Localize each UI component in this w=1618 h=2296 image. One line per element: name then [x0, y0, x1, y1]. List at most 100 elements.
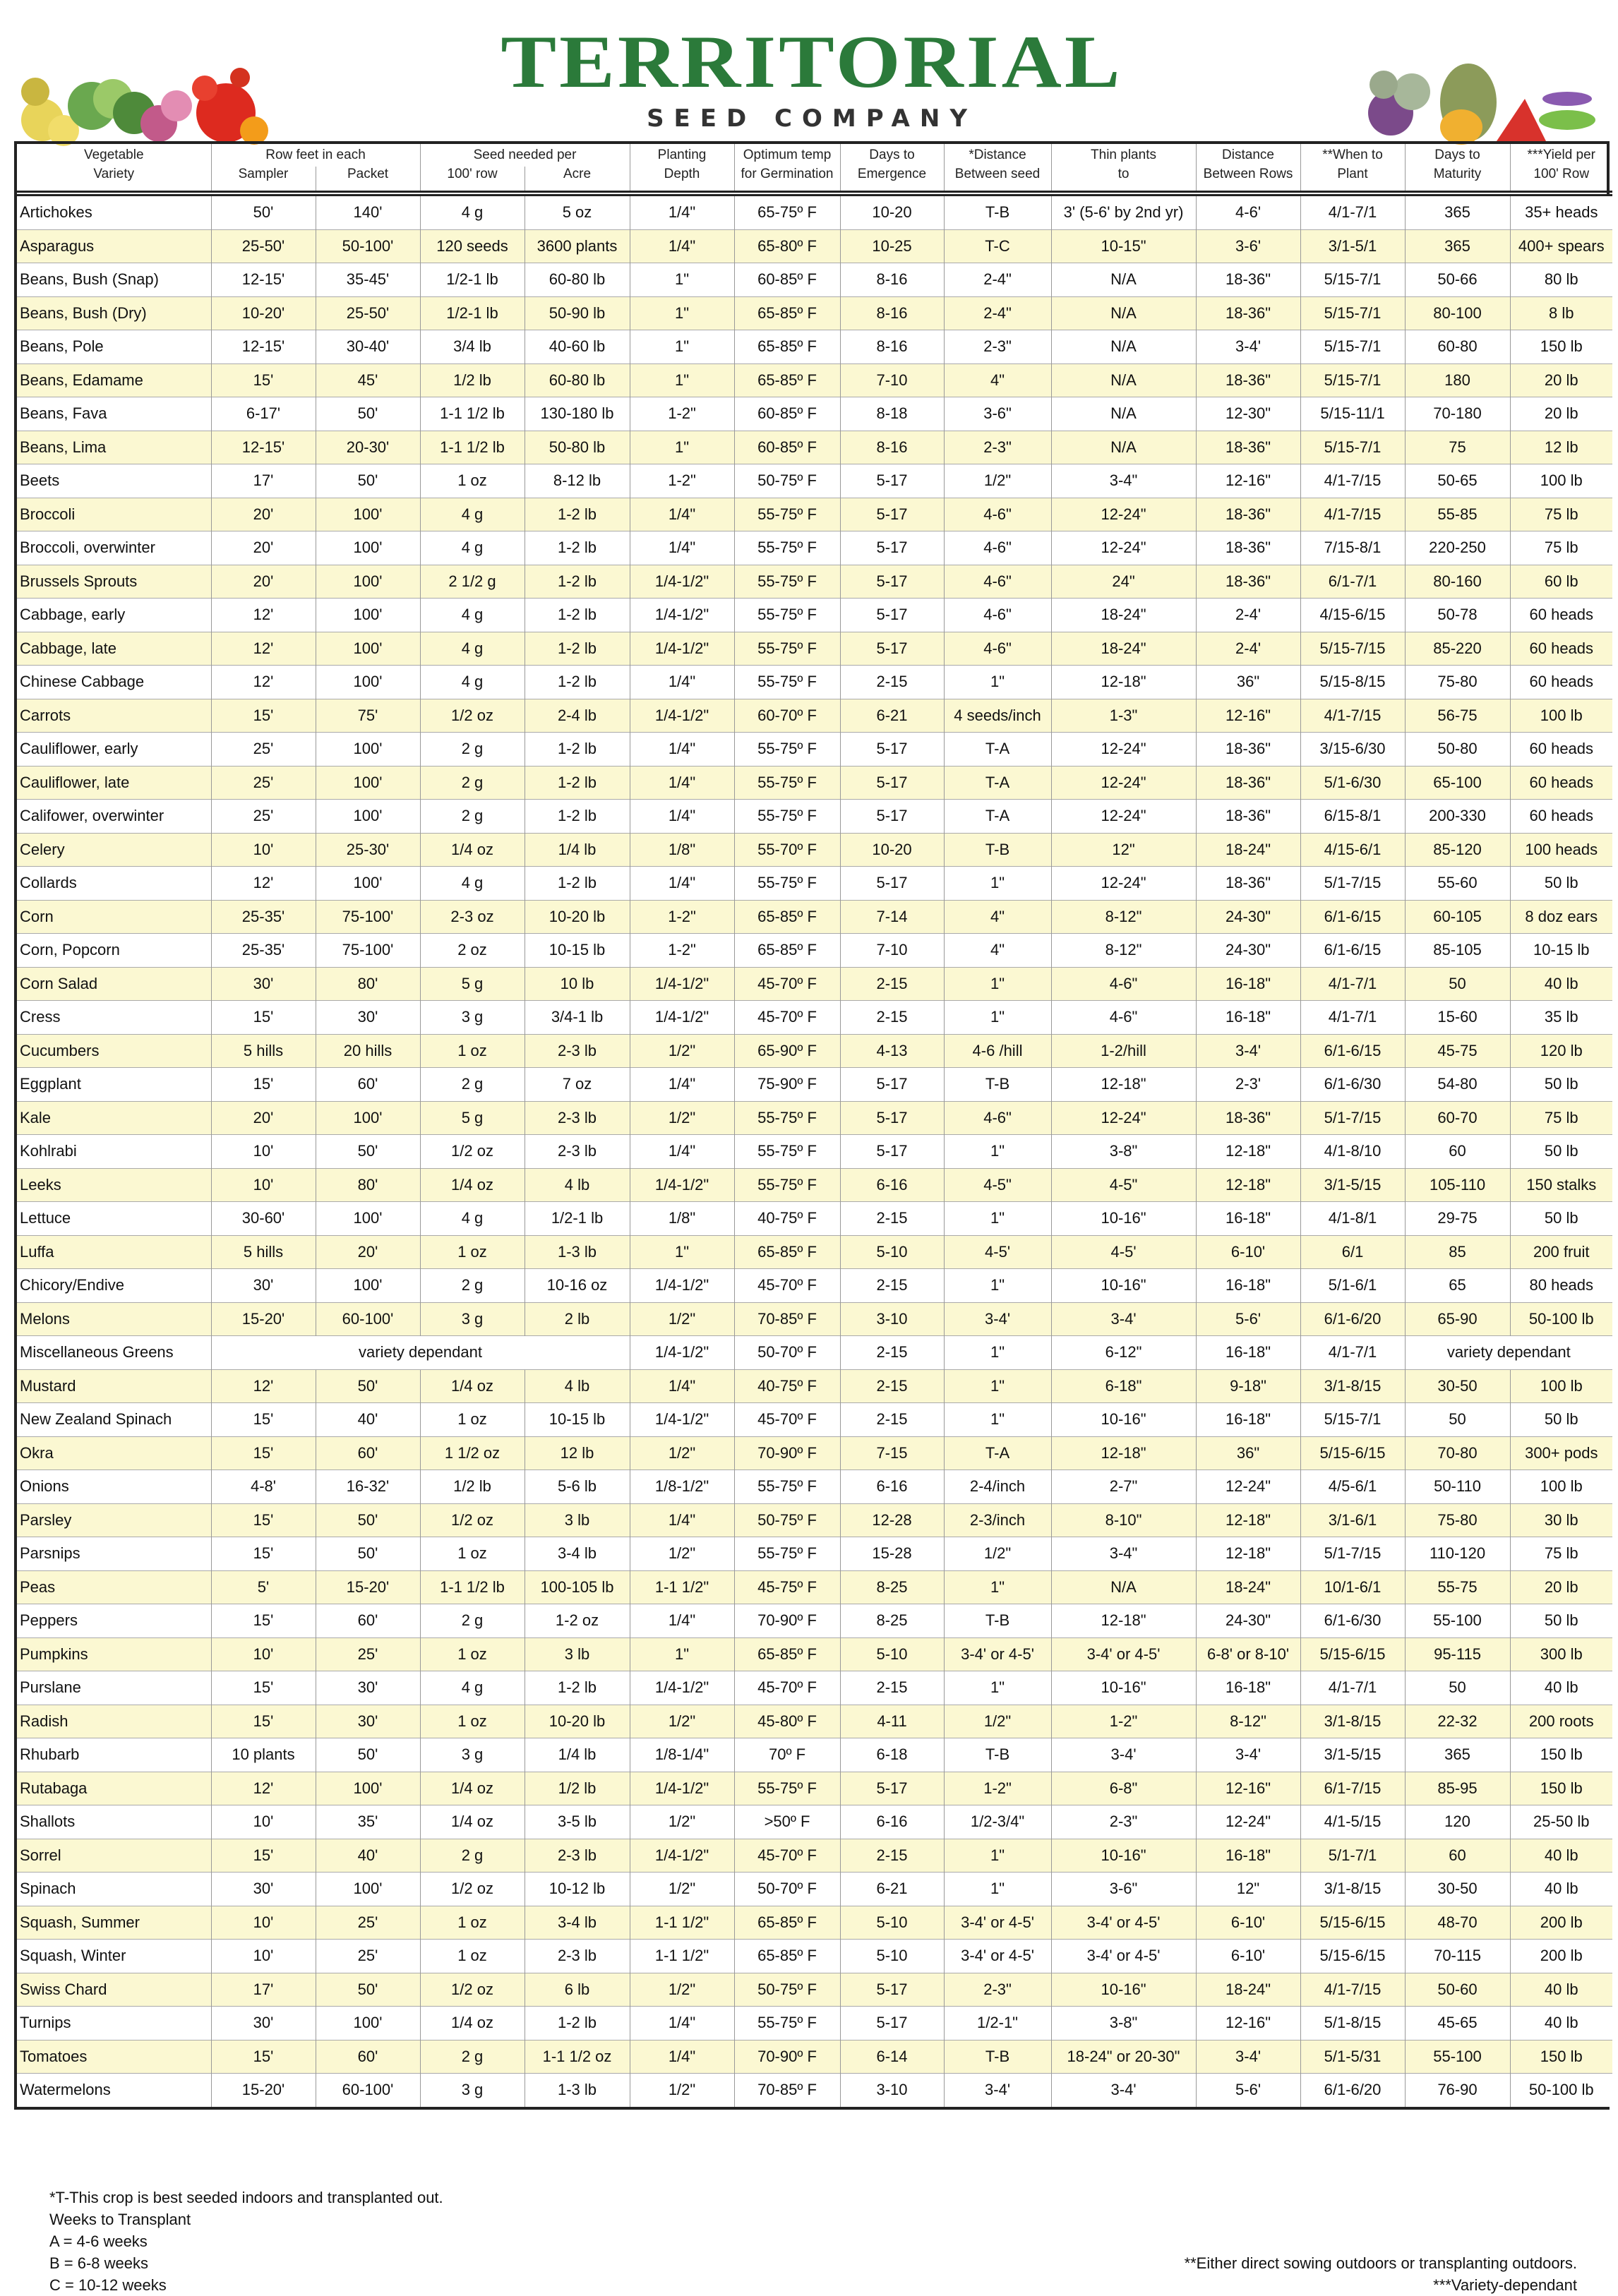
table-cell: 1/2 lb: [419, 1469, 525, 1503]
vegetable-name: Squash, Summer: [17, 1905, 211, 1940]
table-cell: 30': [210, 1872, 316, 1906]
vegetable-name: Chinese Cabbage: [17, 665, 211, 699]
table-cell: 50-75º F: [733, 464, 841, 498]
vegetable-name: Kohlrabi: [17, 1134, 211, 1168]
vegetable-name: Kale: [17, 1100, 211, 1135]
table-cell: 12-15': [210, 330, 316, 363]
table-cell: 2 1/2 g: [419, 564, 525, 599]
table-row: Shallots 10' 35' 1/4 oz 3-5 lb 1/2" >50º F 6-16…: [17, 1805, 1613, 1839]
table-cell: 30': [210, 966, 316, 1001]
table-cell: 4 lb: [524, 1167, 630, 1202]
table-cell: 6 lb: [524, 1972, 630, 2007]
table-cell: 2-3": [1050, 1805, 1197, 1839]
table-cell: 60-100': [315, 2073, 420, 2107]
table-row: Peas 5' 15-20' 1-1 1/2 lb 100-105 lb 1-1 1/2"…: [17, 1570, 1613, 1604]
vegetable-name: Miscellaneous Greens: [17, 1335, 211, 1369]
table-cell: 130-180 lb: [524, 397, 630, 431]
table-cell: 2-4/inch: [943, 1469, 1052, 1503]
table-cell: 16-18": [1195, 1671, 1301, 1705]
vegetable-name: Pumpkins: [17, 1637, 211, 1671]
table-cell: 18-24" or 20-30": [1050, 2039, 1197, 2074]
footnote-line: Weeks to Transplant: [49, 2211, 191, 2228]
table-cell: T-B: [943, 1738, 1052, 1772]
table-cell: 1/8": [629, 832, 735, 867]
table-row: Parsnips 15' 50' 1 oz 3-4 lb 1/2" 55-75º F 15-2…: [17, 1537, 1613, 1570]
table-cell: 50 lb: [1509, 1604, 1613, 1637]
table-cell: 65-75º F: [733, 193, 841, 229]
table-cell: 1/4": [629, 2039, 735, 2074]
table-cell: 10': [210, 832, 316, 867]
table-cell: 16-18": [1195, 1402, 1301, 1436]
table-cell: 18-36": [1195, 497, 1301, 531]
table-cell: 6-18: [839, 1738, 945, 1772]
planting-table: Vegetable Row feet in each Seed needed p…: [17, 144, 1613, 2107]
table-cell: 65-85º F: [733, 1637, 841, 1671]
table-cell: 6-21: [839, 1872, 945, 1906]
table-cell: 10-15 lb: [524, 933, 630, 967]
table-cell: 50-75º F: [733, 1503, 841, 1537]
table-row: Corn, Popcorn 25-35' 75-100' 2 oz 10-15 lb 1-…: [17, 933, 1613, 967]
table-cell: 1-2 lb: [524, 2006, 630, 2040]
table-cell: T-B: [943, 832, 1052, 867]
tomato-icon: [192, 68, 268, 145]
table-row: Beans, Pole 12-15' 30-40' 3/4 lb 40-60 lb 1" 6…: [17, 330, 1613, 363]
vegetable-name: Lettuce: [17, 1201, 211, 1235]
vegetable-name: Parsley: [17, 1503, 211, 1537]
table-cell: 1": [629, 363, 735, 397]
vegetable-name: Rhubarb: [17, 1738, 211, 1772]
table-cell: 40 lb: [1509, 966, 1613, 1001]
table-cell: 5-17: [839, 1067, 945, 1101]
table-row: Pumpkins 10' 25' 1 oz 3 lb 1" 65-85º F 5-10 3-4'…: [17, 1637, 1613, 1671]
table-cell: 70-85º F: [733, 1302, 841, 1336]
table-cell: 2-4': [1195, 598, 1301, 632]
table-cell: 5-10: [839, 1939, 945, 1973]
table-cell: 55-75º F: [733, 598, 841, 632]
table-row: Cabbage, early 12' 100' 4 g 1-2 lb 1/4-1/2" 55…: [17, 598, 1613, 632]
table-cell: 100': [315, 1771, 420, 1805]
table-cell: 4-5': [1050, 1234, 1197, 1269]
table-cell: 30': [315, 1704, 420, 1738]
table-cell: 15': [210, 1671, 316, 1705]
table-cell: 3-4': [1050, 2073, 1197, 2107]
table-cell: 75: [1404, 430, 1511, 464]
table-cell: 18-36": [1195, 799, 1301, 833]
table-cell: 12-24": [1050, 732, 1197, 766]
table-cell: 1-2 lb: [524, 765, 630, 800]
table-cell: 8-25: [839, 1570, 945, 1604]
header-cell: Days to: [1404, 144, 1511, 167]
table-row: Parsley 15' 50' 1/2 oz 3 lb 1/4" 50-75º F 12-28…: [17, 1503, 1613, 1537]
table-cell: 1-1 1/2": [629, 1905, 735, 1940]
table-row: Califower, overwinter 25' 100' 2 g 1-2 lb 1/4…: [17, 799, 1613, 833]
table-cell: 50: [1404, 1671, 1511, 1705]
table-cell: 3/1-8/15: [1300, 1704, 1406, 1738]
table-cell: 50 lb: [1509, 1402, 1613, 1436]
table-cell: 40-75º F: [733, 1369, 841, 1403]
table-cell: 12': [210, 598, 316, 632]
table-cell: 4-6": [1050, 1000, 1197, 1034]
vegetable-name: Beans, Bush (Snap): [17, 263, 211, 296]
table-cell: 12': [210, 631, 316, 666]
footnote-line: A = 4-6 weeks: [49, 2232, 148, 2250]
footnote-line: B = 6-8 weeks: [49, 2254, 149, 2272]
table-row: Corn Salad 30' 80' 5 g 10 lb 1/4-1/2" 45-70º F…: [17, 966, 1613, 1001]
table-cell: 4/1-8/1: [1300, 1201, 1406, 1235]
table-cell: 5-17: [839, 866, 945, 900]
table-cell: 80 heads: [1509, 1268, 1613, 1302]
table-cell: 4/1-7/1: [1300, 1000, 1406, 1034]
table-cell: 30': [210, 2006, 316, 2040]
table-cell: 76-90: [1404, 2073, 1511, 2107]
table-cell: 200 fruit: [1509, 1234, 1613, 1269]
table-cell: 3-4': [943, 2073, 1052, 2107]
table-cell: 1": [943, 665, 1052, 699]
table-cell: 80 lb: [1509, 263, 1613, 296]
table-cell: 12-16": [1195, 464, 1301, 498]
table-cell: 50': [210, 193, 316, 229]
table-cell: 1/4": [629, 665, 735, 699]
table-cell: 75-80: [1404, 1503, 1511, 1537]
table-cell: 3/1-5/1: [1300, 229, 1406, 263]
table-cell: 100': [315, 1201, 420, 1235]
table-cell: 1/4-1/2": [629, 966, 735, 1001]
table-cell: 3-4": [1050, 464, 1197, 498]
